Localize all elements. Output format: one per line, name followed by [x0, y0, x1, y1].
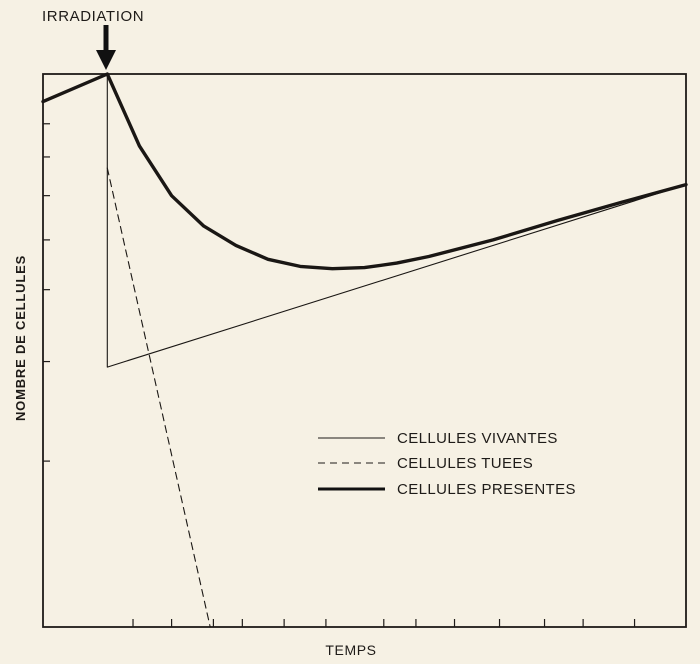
irradiation-arrow	[96, 25, 116, 70]
axis-ticks	[43, 123, 636, 627]
series-line-vivantes	[42, 73, 687, 368]
legend-label-presentes: CELLULES PRESENTES	[397, 481, 576, 498]
legend-label-tuees: CELLULES TUEES	[397, 455, 533, 472]
legend: CELLULES VIVANTES CELLULES TUEES CELLULE…	[318, 430, 576, 498]
series-line-presentes	[41, 72, 688, 271]
x-axis-label: TEMPS	[325, 642, 376, 658]
series-group	[41, 72, 688, 628]
plot-frame	[42, 73, 687, 628]
y-axis-label: NOMBRE DE CELLULES	[13, 255, 28, 421]
legend-label-vivantes: CELLULES VIVANTES	[397, 430, 558, 447]
irradiation-label: IRRADIATION	[42, 8, 144, 25]
series-line-tuees	[106, 167, 211, 628]
